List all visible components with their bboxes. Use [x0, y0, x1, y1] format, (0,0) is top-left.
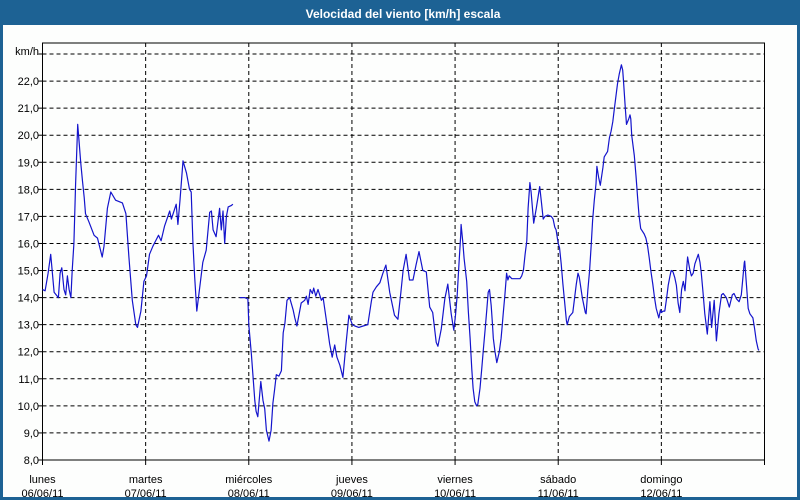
x-day-label: domingo: [640, 474, 682, 486]
y-tick-label: 21,0: [18, 103, 39, 115]
y-tick-label: 15,0: [18, 266, 39, 278]
title-bar: Velocidad del viento [km/h] escala: [3, 3, 800, 25]
y-tick-label: 16,0: [18, 238, 39, 250]
y-tick-label: 11,0: [18, 374, 39, 386]
x-date-label: 12/06/11: [640, 488, 682, 500]
x-day-label: lunes: [29, 474, 56, 486]
x-date-label: 07/06/11: [125, 488, 167, 500]
x-date-label: 10/06/11: [434, 488, 476, 500]
x-day-label: martes: [129, 474, 163, 486]
wind-speed-chart: 8,0 9,0 10,0 11,0 12,0 13,0 14,0 15,0 16,0 17,0 18…: [15, 42, 765, 500]
y-tick-label: 18,0: [18, 184, 39, 196]
y-tick-label: 10,0: [18, 401, 39, 413]
y-tick-label: 13,0: [18, 320, 39, 332]
x-day-label: viernes: [437, 474, 473, 486]
x-date-label: 08/06/11: [228, 488, 270, 500]
y-tick-label: 8,0: [24, 455, 39, 467]
y-tick-label: 9,0: [24, 428, 39, 440]
wind-speed-line: [42, 64, 760, 442]
y-tick-label: 17,0: [18, 211, 39, 223]
y-tick-label: 20,0: [18, 130, 39, 142]
y-tick-label: 22,0: [18, 76, 39, 88]
x-date-label: 09/06/11: [331, 488, 373, 500]
x-date-label: 06/06/11: [21, 488, 63, 500]
x-day-label: miércoles: [225, 474, 273, 486]
x-day-label: sábado: [540, 474, 576, 486]
plot-border: [42, 42, 765, 461]
y-tick-label: 19,0: [18, 157, 39, 169]
y-axis-unit-label: km/h: [15, 46, 39, 58]
x-day-label: jueves: [335, 474, 368, 486]
chart-title: Velocidad del viento [km/h] escala: [305, 7, 501, 21]
y-tick-label: 14,0: [18, 293, 39, 305]
y-tick-label: 12,0: [18, 347, 39, 359]
x-date-label: 11/06/11: [538, 488, 579, 500]
